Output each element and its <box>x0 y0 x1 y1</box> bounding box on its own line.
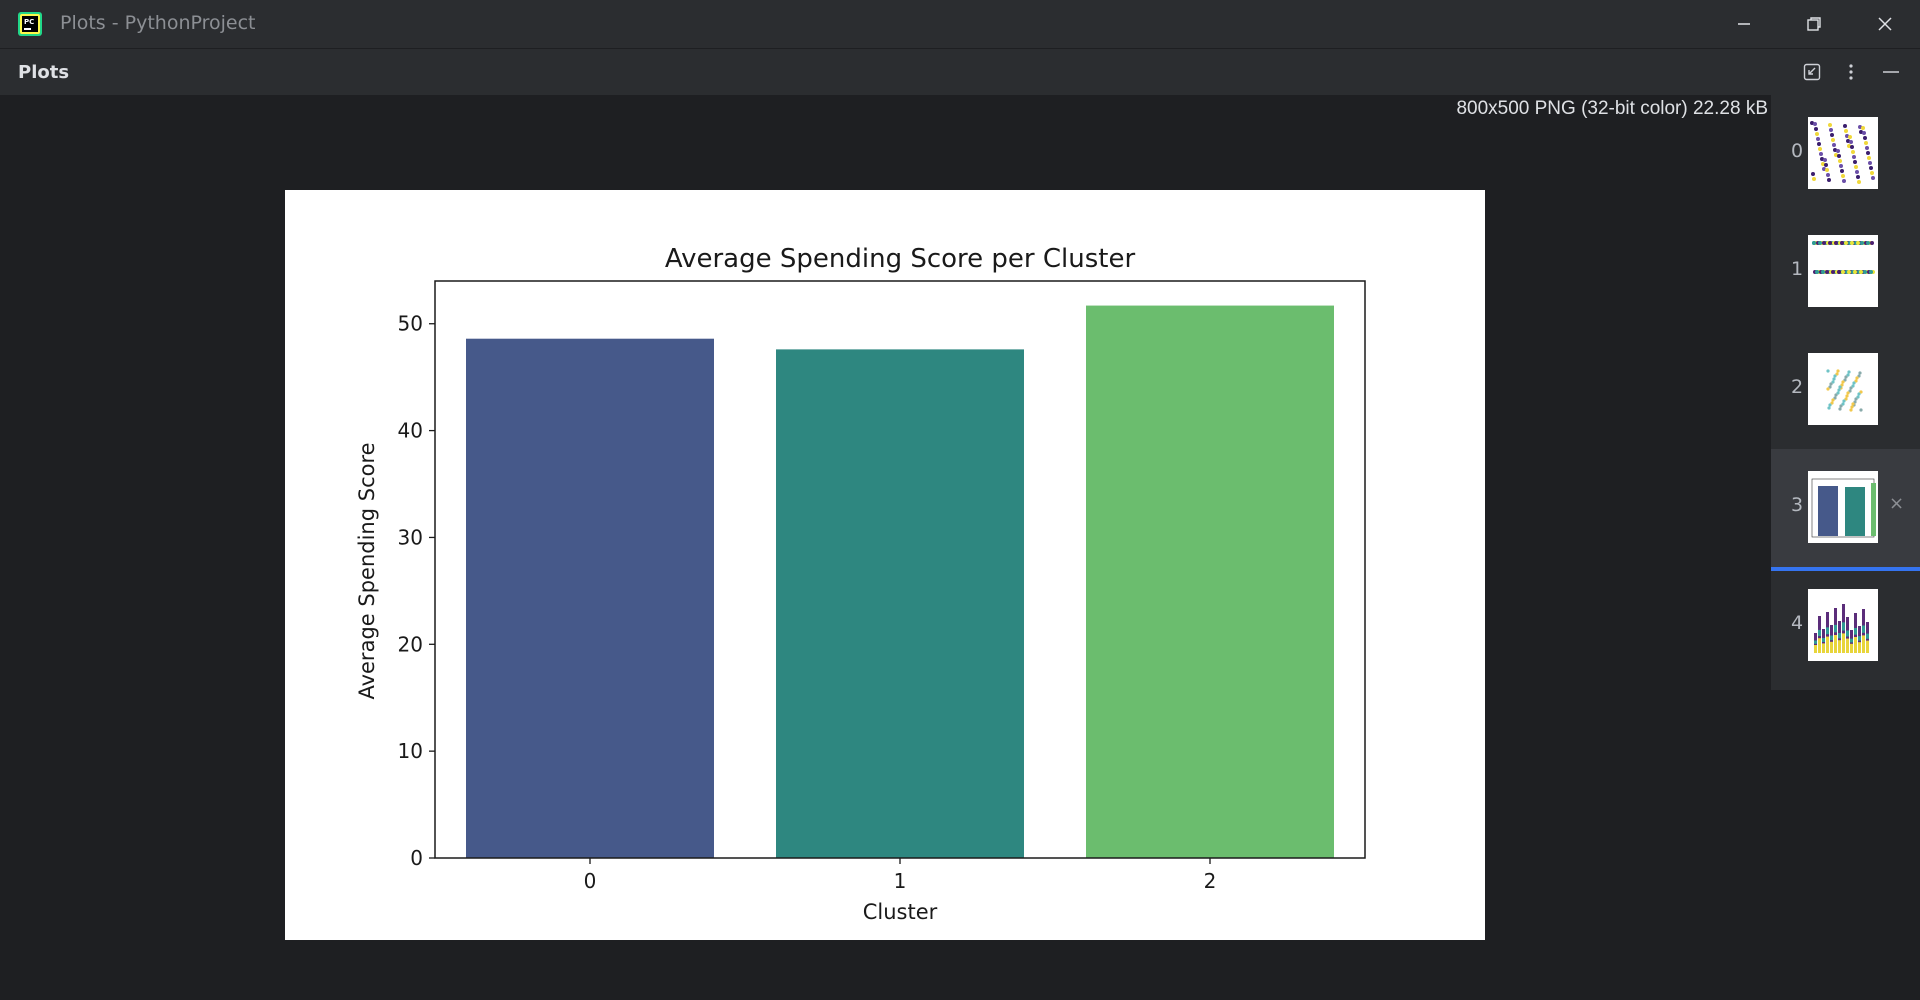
bar-cluster-0 <box>466 338 714 858</box>
x-axis-label: Cluster <box>863 900 938 924</box>
plot-thumbnail[interactable]: 1 <box>1771 213 1920 331</box>
selection-indicator <box>1771 567 1920 571</box>
y-tick-label: 10 <box>398 739 423 763</box>
y-tick-label: 30 <box>398 525 423 549</box>
thumbnail-image <box>1808 471 1878 543</box>
x-tick-label: 0 <box>584 869 597 893</box>
plots-toolwindow-header: Plots <box>0 49 1920 95</box>
window-title: Plots - PythonProject <box>60 12 256 34</box>
close-plot-icon[interactable]: × <box>1889 493 1905 514</box>
pycharm-logo-icon: PC <box>18 12 42 36</box>
thumbnail-index: 1 <box>1791 258 1804 280</box>
panel-title: Plots <box>18 62 70 83</box>
thumbnail-index: 2 <box>1791 376 1804 398</box>
thumbnail-image <box>1808 353 1878 425</box>
svg-text:PC: PC <box>24 18 34 26</box>
bar-chart: Average Spending Score per Cluster 01020… <box>355 244 1366 924</box>
thumbnail-image <box>1808 117 1878 189</box>
close-window-button[interactable] <box>1855 0 1915 48</box>
y-axis-label: Average Spending Score <box>355 442 379 699</box>
y-tick-label: 0 <box>410 846 423 870</box>
thumbnail-image <box>1808 235 1878 307</box>
plot-image: Average Spending Score per Cluster 0 10 20… <box>285 190 1485 940</box>
thumbnail-image <box>1808 589 1878 661</box>
title-bar: PC Plots - PythonProject <box>0 0 1920 49</box>
chart-title: Average Spending Score per Cluster <box>665 244 1136 274</box>
more-vertical-icon <box>1849 64 1853 80</box>
x-tick-label: 1 <box>894 869 907 893</box>
hide-panel-button[interactable] <box>1876 57 1906 87</box>
plot-thumbnail[interactable]: 3 × <box>1771 449 1920 567</box>
image-info: 800x500 PNG (32-bit color) 22.28 kB <box>1456 98 1768 119</box>
plot-thumbnail[interactable]: 4 <box>1771 567 1920 685</box>
minimize-icon <box>1738 23 1750 25</box>
thumbnails-empty-area <box>1771 690 1920 1000</box>
thumbnail-index: 0 <box>1791 140 1804 162</box>
y-tick-label: 50 <box>398 312 423 336</box>
y-tick-label: 20 <box>398 632 423 656</box>
expand-to-editor-icon <box>1803 63 1821 81</box>
restore-button[interactable] <box>1784 0 1844 48</box>
x-tick-label: 2 <box>1204 869 1217 893</box>
thumbnail-index: 3 <box>1791 494 1804 516</box>
restore-icon <box>1807 17 1821 31</box>
bar-cluster-1 <box>776 349 1024 858</box>
more-options-button[interactable] <box>1836 57 1866 87</box>
minimize-panel-icon <box>1883 71 1899 73</box>
y-tick-label: 40 <box>398 419 423 443</box>
thumbnail-index: 4 <box>1791 612 1804 634</box>
minimize-button[interactable] <box>1714 0 1774 48</box>
close-icon <box>1878 17 1892 31</box>
plot-thumbnail[interactable]: 0 <box>1771 95 1920 213</box>
plot-thumbnail[interactable]: 2 <box>1771 331 1920 449</box>
bar-cluster-2 <box>1086 305 1334 858</box>
open-in-editor-button[interactable] <box>1797 57 1827 87</box>
